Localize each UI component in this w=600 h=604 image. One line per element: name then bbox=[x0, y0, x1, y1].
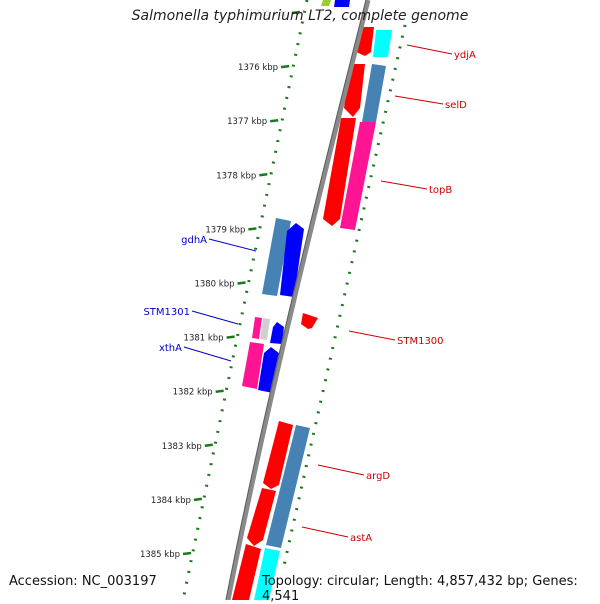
gene-steelblue-gdhA bbox=[262, 218, 291, 296]
gene-label-topB: topB bbox=[429, 185, 452, 196]
gene-blue-gdhA bbox=[280, 223, 304, 297]
tick-mark bbox=[291, 10, 301, 15]
tick-label: 1375 kbp bbox=[249, 9, 289, 19]
tick-label: 1380 kbp bbox=[194, 280, 234, 290]
tick-marks bbox=[182, 10, 301, 556]
tick-label: 1377 kbp bbox=[227, 117, 267, 127]
leader-line-argD bbox=[317, 464, 365, 476]
gene-label-xthA: xthA bbox=[159, 343, 182, 354]
page-title: Salmonella typhimurium LT2, complete gen… bbox=[131, 8, 469, 24]
tick-mark bbox=[204, 443, 213, 448]
tick-label: 1379 kbp bbox=[205, 225, 245, 235]
tick-label: 1381 kbp bbox=[184, 334, 224, 344]
tick-mark bbox=[259, 173, 268, 177]
gene-label-gdhA: gdhA bbox=[181, 235, 207, 246]
gene-red-STM1300 bbox=[301, 313, 318, 329]
gene-yellowgreen-top bbox=[321, 0, 331, 6]
tick-mark bbox=[193, 497, 203, 502]
tick-mark bbox=[280, 64, 290, 69]
leader-line-STM1300 bbox=[348, 330, 396, 341]
leader-line-topB bbox=[380, 180, 428, 190]
leader-line-STM1301 bbox=[191, 310, 239, 325]
backbone-outer bbox=[225, 0, 371, 600]
tick-mark bbox=[182, 551, 192, 556]
gene-grey-STM1301 bbox=[260, 318, 270, 340]
gene-label-argD: argD bbox=[366, 471, 390, 482]
leader-line-ydjA bbox=[406, 44, 453, 55]
tick-label: 1376 kbp bbox=[238, 63, 278, 73]
leader-line-xthA bbox=[183, 346, 232, 362]
gene-cyan-ydjA bbox=[373, 30, 392, 57]
gene-pink-STM1301 bbox=[252, 317, 262, 339]
backbone-inner bbox=[225, 0, 367, 600]
tick-label: 1384 kbp bbox=[151, 496, 191, 506]
gene-features bbox=[232, 0, 392, 600]
accession-text: Accession: NC_003197 bbox=[9, 574, 157, 589]
gene-red-argD bbox=[263, 421, 293, 489]
tick-label: 1378 kbp bbox=[216, 171, 256, 181]
leader-line-selD bbox=[394, 95, 444, 105]
gene-blue-STM1301 bbox=[270, 322, 284, 344]
outer-dotted-ring bbox=[281, 24, 407, 571]
gene-cyan-bottom bbox=[254, 548, 280, 600]
gene-label-astA: astA bbox=[350, 533, 372, 544]
tick-label: 1383 kbp bbox=[162, 442, 202, 452]
tick-label: 1385 kbp bbox=[140, 550, 180, 560]
gene-red-bottom bbox=[232, 544, 261, 600]
gene-steelblue-selD bbox=[362, 64, 386, 122]
gene-steelblue-argD bbox=[266, 425, 310, 548]
gene-blue-top bbox=[334, 0, 350, 7]
tick-mark bbox=[270, 118, 279, 123]
gene-red-astA bbox=[247, 488, 276, 546]
gene-red-topB bbox=[323, 118, 356, 226]
tick-mark bbox=[237, 281, 246, 285]
tick-label: 1382 kbp bbox=[173, 388, 213, 398]
gene-pink-xthA bbox=[242, 342, 264, 389]
leader-line-gdhA bbox=[208, 238, 257, 252]
gene-label-ydjA: ydjA bbox=[454, 50, 476, 61]
gene-pink-topB bbox=[340, 122, 376, 230]
tick-mark bbox=[248, 227, 257, 231]
gene-label-selD: selD bbox=[445, 100, 467, 111]
gene-labels: 1375 kbp 1376 kbp 1377 kbp 1378 kbp 1379 kbp… bbox=[140, 9, 476, 560]
gene-label-STM1300: STM1300 bbox=[397, 336, 444, 347]
tick-mark bbox=[215, 389, 224, 393]
tick-mark bbox=[226, 335, 235, 339]
leader-line-astA bbox=[301, 526, 349, 538]
gene-label-STM1301: STM1301 bbox=[143, 307, 190, 318]
